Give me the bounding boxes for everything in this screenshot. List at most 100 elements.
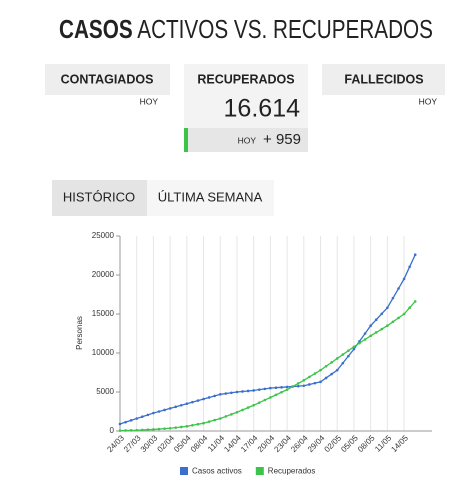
- x-tick-label: 29/04: [306, 433, 327, 454]
- x-tick-label: 27/03: [122, 433, 143, 454]
- tab-label[interactable]: HISTÓRICO: [63, 189, 135, 204]
- point: [263, 387, 267, 391]
- point: [174, 405, 177, 409]
- point: [146, 428, 150, 431]
- y-tick-label: 5000: [96, 387, 114, 396]
- x-tick-label: 23/04: [272, 433, 293, 454]
- point: [246, 389, 250, 393]
- point: [363, 338, 367, 341]
- point: [224, 392, 228, 395]
- point: [218, 417, 222, 420]
- point: [179, 403, 183, 407]
- point: [408, 306, 411, 310]
- x-tick-label: 08/05: [356, 433, 377, 454]
- x-tick-label: 08/04: [189, 433, 210, 454]
- x-tick-label: 05/05: [339, 433, 360, 454]
- x-tick-label: 02/04: [156, 433, 177, 454]
- card-label: CONTAGIADOS: [61, 72, 154, 86]
- y-tick-label: 20000: [92, 270, 115, 279]
- point: [347, 349, 350, 352]
- point: [257, 388, 261, 391]
- point: [191, 400, 194, 404]
- point: [369, 334, 372, 338]
- tab-active[interactable]: [52, 180, 147, 216]
- point: [374, 318, 378, 322]
- point: [308, 383, 311, 386]
- point: [335, 368, 339, 372]
- point: [386, 324, 389, 328]
- y-axis-label: Personas: [75, 316, 84, 350]
- legend-swatch: [255, 467, 264, 475]
- point: [185, 402, 189, 406]
- x-tick-label: 14/04: [222, 433, 243, 454]
- point: [207, 396, 211, 399]
- x-tick-label: 14/05: [389, 433, 410, 454]
- point: [319, 368, 322, 372]
- point: [191, 423, 194, 427]
- point: [252, 403, 255, 407]
- y-tick-label: 15000: [92, 309, 115, 318]
- point: [291, 385, 294, 388]
- point: [413, 300, 417, 303]
- point: [179, 425, 183, 429]
- card-accent: [184, 128, 188, 152]
- point: [269, 396, 272, 399]
- point: [246, 406, 250, 409]
- point: [296, 384, 300, 388]
- point: [280, 390, 283, 394]
- point: [313, 372, 317, 375]
- point: [135, 417, 139, 420]
- y-tick-label: 0: [110, 426, 115, 435]
- point: [391, 296, 395, 300]
- point: [341, 353, 345, 356]
- point: [252, 389, 255, 392]
- point: [408, 265, 411, 269]
- card-sub: HOY: [238, 135, 257, 145]
- point: [302, 384, 306, 388]
- x-tick-label: 30/03: [139, 433, 160, 454]
- x-tick-label: 11/04: [206, 433, 226, 453]
- point: [274, 393, 278, 397]
- point: [235, 390, 239, 394]
- point: [241, 408, 244, 412]
- x-tick-label: 11/05: [373, 433, 393, 453]
- point: [296, 382, 300, 385]
- point: [274, 386, 278, 390]
- point: [313, 381, 317, 385]
- point: [168, 407, 172, 410]
- point: [230, 413, 233, 416]
- y-tick-label: 25000: [92, 231, 115, 240]
- point: [324, 364, 328, 368]
- point: [202, 397, 205, 401]
- point: [341, 361, 345, 365]
- tab[interactable]: [147, 180, 274, 216]
- point: [196, 422, 200, 426]
- card-contagiados: [45, 64, 170, 95]
- tab-label[interactable]: ÚLTIMA SEMANA: [158, 189, 263, 204]
- card-footer: [184, 128, 308, 152]
- x-tick-label: 17/04: [239, 433, 260, 454]
- point: [163, 427, 166, 430]
- point: [213, 418, 216, 422]
- point: [397, 287, 400, 290]
- page-title: CASOS ACTIVOS VS. RECUPERADOS: [59, 14, 433, 44]
- title-rest: ACTIVOS VS. RECUPERADOS: [137, 14, 433, 44]
- point: [152, 428, 155, 431]
- point: [374, 331, 378, 334]
- point: [308, 375, 311, 379]
- x-tick-label: 02/05: [323, 433, 344, 454]
- point: [269, 386, 272, 390]
- card-sub: HOY: [140, 96, 159, 106]
- point: [257, 401, 261, 404]
- point: [352, 347, 356, 351]
- point: [358, 341, 361, 345]
- title-bold: CASOS: [59, 14, 133, 44]
- point: [263, 398, 267, 402]
- point: [352, 345, 356, 349]
- point: [202, 421, 205, 425]
- point: [302, 379, 306, 382]
- card-value: 16.614: [224, 95, 301, 123]
- card-delta: + 959: [263, 131, 301, 148]
